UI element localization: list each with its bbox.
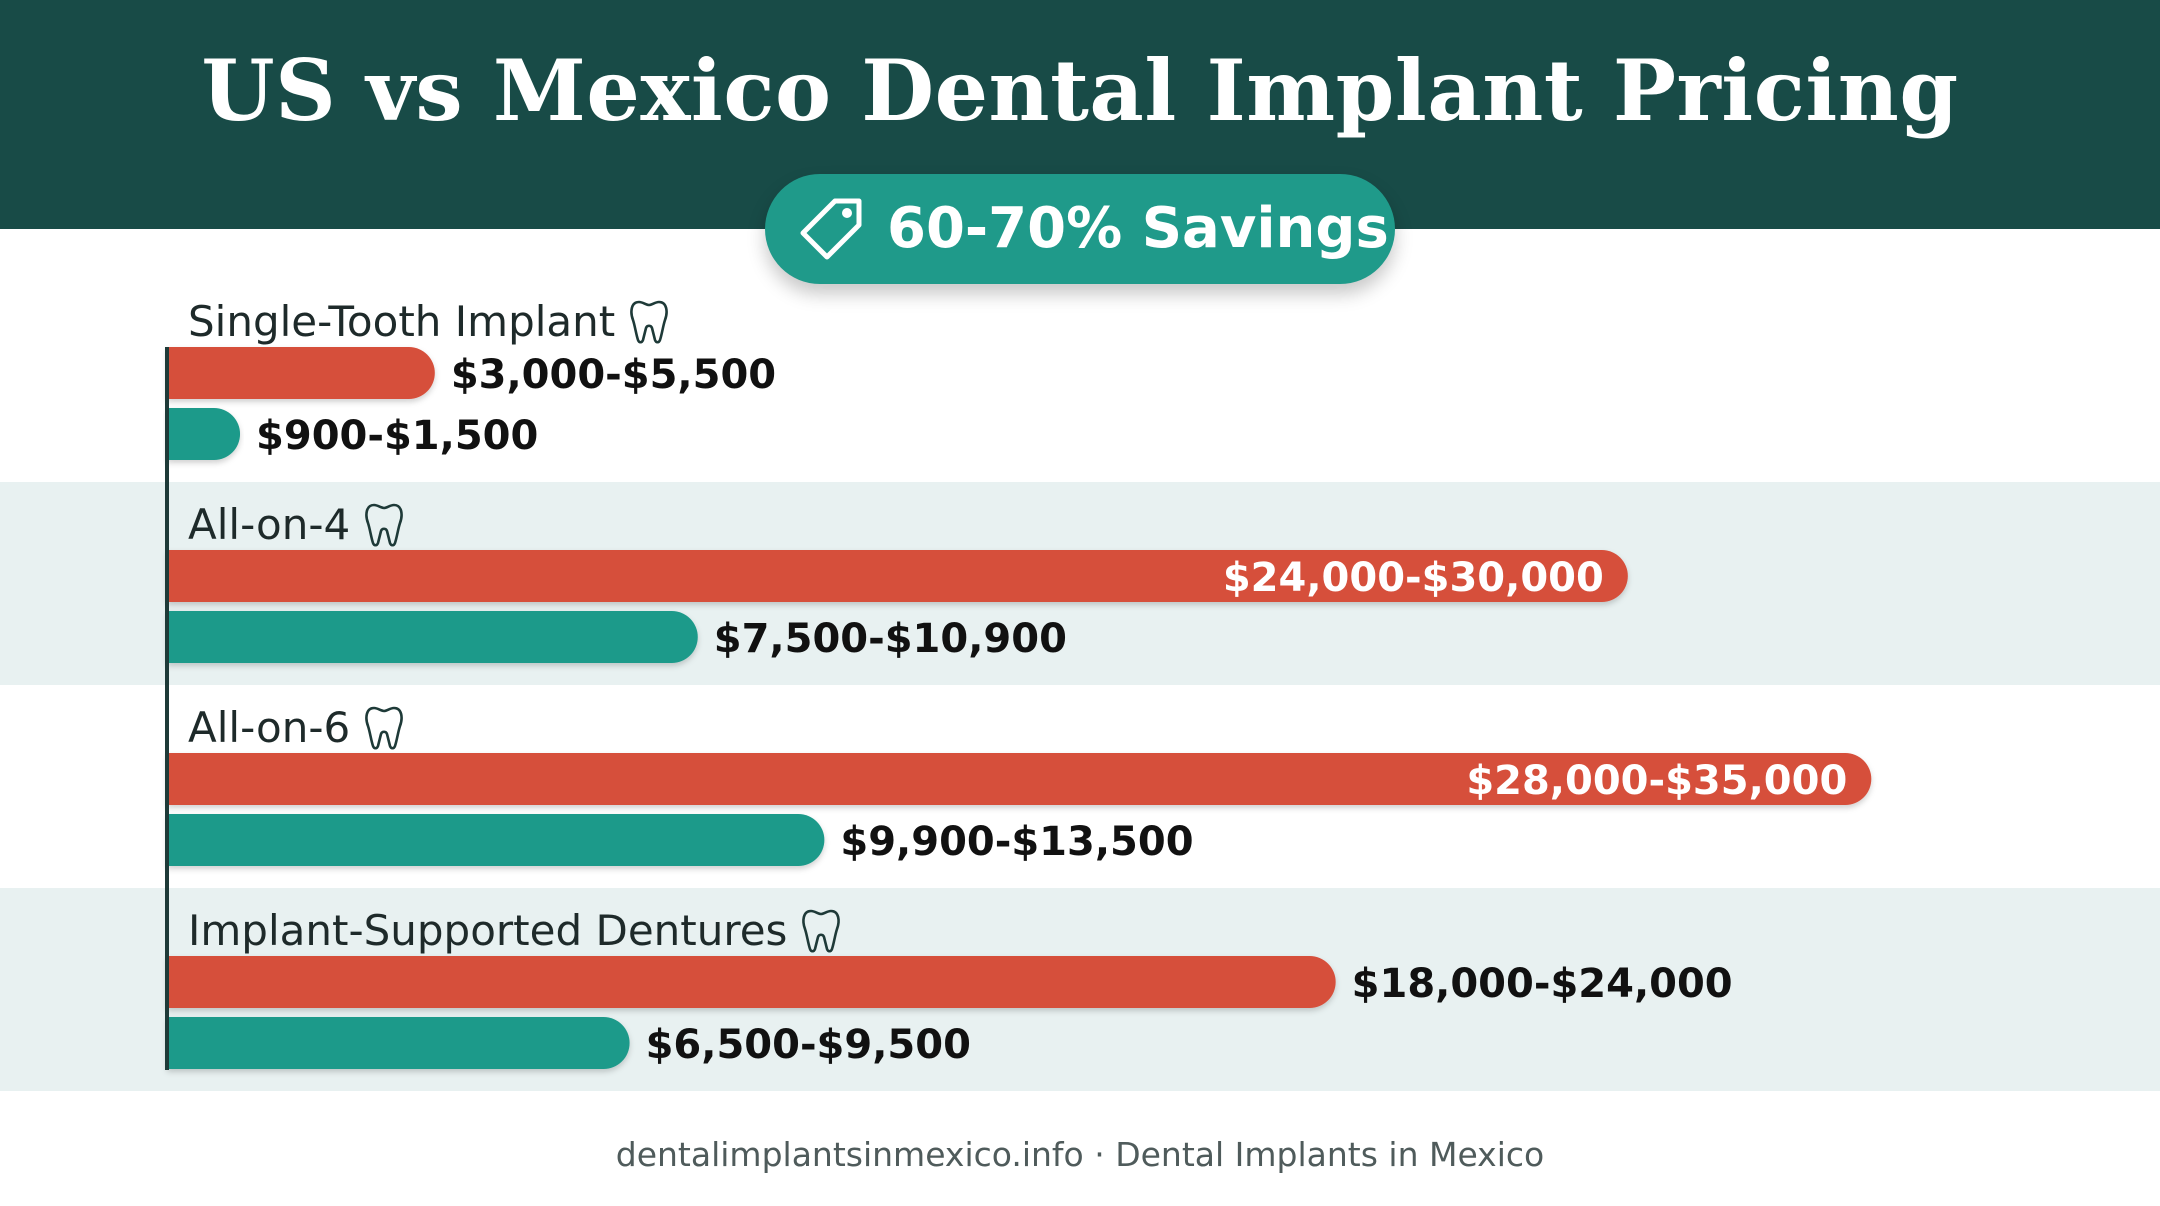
savings-badge: 60-70% Savings xyxy=(765,174,1395,284)
us-price-label: $18,000-$24,000 xyxy=(1352,961,1733,1007)
us-price-label: $28,000-$35,000 xyxy=(1466,758,1847,804)
tooth-icon xyxy=(365,503,404,547)
footer-source: dentalimplantsinmexico.info · Dental Imp… xyxy=(615,1135,1545,1174)
tooth-icon xyxy=(365,706,404,750)
tooth-icon xyxy=(802,909,841,953)
category-label: All-on-4 xyxy=(188,495,406,555)
us-price-bar xyxy=(167,347,435,399)
mexico-price-bar xyxy=(167,814,825,866)
category-label-text: Single-Tooth Implant xyxy=(188,297,616,346)
tooth-icon xyxy=(630,300,669,344)
us-price-bar xyxy=(167,956,1336,1008)
category-label: Implant-Supported Dentures xyxy=(188,901,843,961)
us-price-label: $3,000-$5,500 xyxy=(451,352,776,398)
price-tag-icon xyxy=(800,198,862,260)
mexico-price-label: $9,900-$13,500 xyxy=(840,819,1193,865)
mexico-price-label: $900-$1,500 xyxy=(256,413,538,459)
us-price-label: $24,000-$30,000 xyxy=(1223,555,1604,601)
mexico-price-bar xyxy=(167,611,698,663)
us-price-bar xyxy=(167,550,1628,602)
category-label-text: All-on-6 xyxy=(188,703,351,752)
category-label-text: Implant-Supported Dentures xyxy=(188,906,788,955)
us-price-bar xyxy=(167,753,1872,805)
category-label: All-on-6 xyxy=(188,698,406,758)
category-label: Single-Tooth Implant xyxy=(188,292,671,352)
category-label-text: All-on-4 xyxy=(188,500,351,549)
savings-badge-text: 60-70% Savings xyxy=(887,196,1389,261)
mexico-price-label: $6,500-$9,500 xyxy=(646,1022,971,1068)
mexico-price-label: $7,500-$10,900 xyxy=(714,616,1067,662)
mexico-price-bar xyxy=(167,1017,630,1069)
chart-title: US vs Mexico Dental Implant Pricing xyxy=(201,41,1959,140)
mexico-price-bar xyxy=(167,408,241,460)
